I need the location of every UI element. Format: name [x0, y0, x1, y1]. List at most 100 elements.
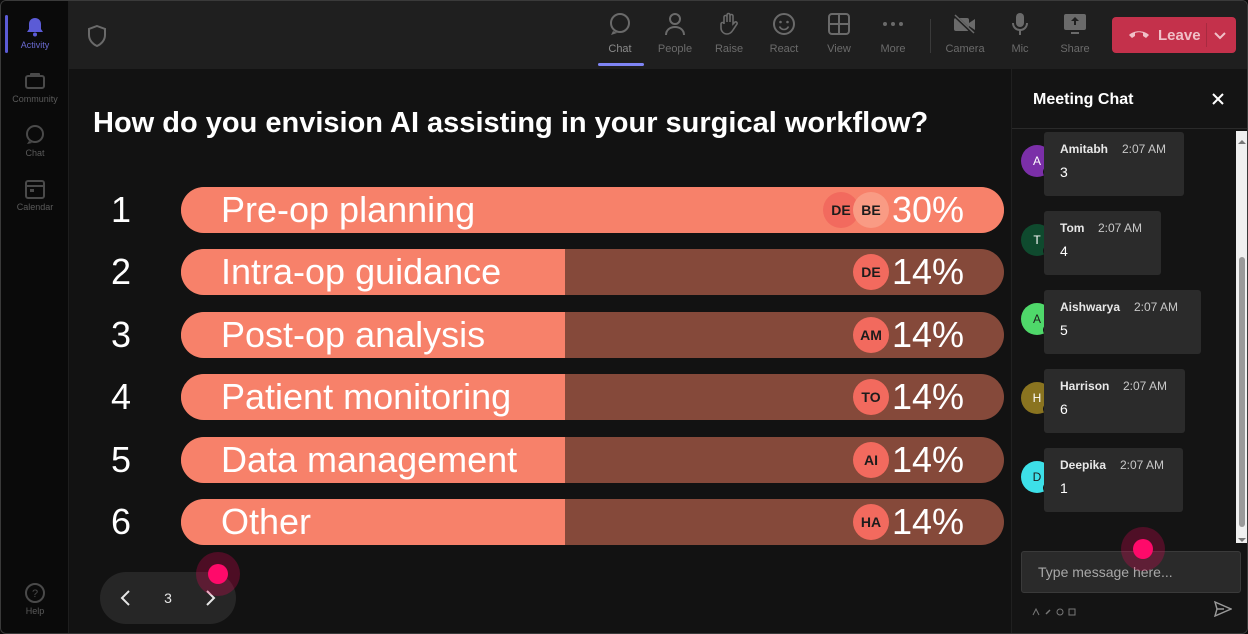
camera-off-icon	[952, 11, 978, 37]
rail-item-calendar[interactable]: Calendar	[1, 169, 69, 221]
avatar-initial: T	[1033, 233, 1041, 247]
scrollbar-thumb[interactable]	[1239, 257, 1245, 527]
poll-option-bar[interactable]: Intra-op guidance DE 14%	[181, 249, 1004, 295]
meeting-toolbar: Chat People Raise React View More Camera	[69, 1, 1247, 69]
poll-option-row: 2 Intra-op guidance DE 14%	[69, 249, 1011, 297]
poll-option-label: Patient monitoring	[221, 376, 512, 417]
poll-option-number: 3	[110, 314, 132, 355]
toolbar-mic-button[interactable]: Mic	[994, 11, 1046, 61]
rail-item-chat[interactable]: Chat	[1, 115, 69, 167]
toolbar-share-button[interactable]: Share	[1049, 11, 1101, 61]
voter-avatar: DE	[853, 254, 889, 290]
toolbar-view-label: View	[827, 43, 851, 55]
poll-option-percent: 14%	[891, 501, 964, 542]
poll-option-row: 4 Patient monitoring TO 14%	[69, 374, 1011, 422]
poll-stage: How do you envision AI assisting in your…	[69, 69, 1011, 633]
active-tab-indicator	[598, 63, 644, 66]
chat-message[interactable]: Harrison 2:07 AM 6	[1044, 369, 1185, 433]
poll-question: How do you envision AI assisting in your…	[93, 107, 929, 139]
leave-button[interactable]: Leave	[1112, 17, 1236, 53]
toolbar-more-label: More	[880, 43, 906, 55]
message-timestamp: 2:07 AM	[1122, 142, 1167, 156]
poll-bar-fill	[181, 374, 565, 420]
poll-option-bar[interactable]: Pre-op planning DE BE 30%	[181, 187, 1004, 233]
rail-item-label: Community	[12, 94, 58, 104]
toolbar-camera-button[interactable]: Camera	[939, 11, 991, 61]
format-toolbar	[1032, 603, 1076, 616]
voter-avatar: AI	[853, 442, 889, 478]
chat-icon	[607, 11, 633, 37]
poll-option-row: 5 Data management AI 14%	[69, 437, 1011, 485]
rail-item-label: Activity	[20, 40, 50, 50]
chat-message[interactable]: Tom 2:07 AM 4	[1044, 211, 1161, 275]
avatar-initial: D	[1032, 470, 1042, 484]
poll-option-label: Pre-op planning	[221, 189, 476, 230]
rail-item-community[interactable]: Community	[1, 61, 69, 113]
toolbar-more-button[interactable]: More	[867, 11, 919, 61]
chevron-right-icon[interactable]	[200, 588, 220, 608]
poll-option-number: 4	[110, 376, 132, 417]
poll-option-bar[interactable]: Data management AI 14%	[181, 437, 1004, 483]
toolbar-raise-button[interactable]: Raise	[703, 11, 755, 61]
chat-message[interactable]: Amitabh 2:07 AM 3	[1044, 132, 1184, 196]
calendar-icon	[24, 178, 46, 200]
chat-message[interactable]: Aishwarya 2:07 AM 5	[1044, 290, 1201, 354]
toolbar-camera-label: Camera	[945, 43, 985, 55]
meeting-chat-panel: Meeting Chat A Amitabh 2:07 AM 3 T Tom 2:07 AM…	[1011, 69, 1247, 633]
scroll-down-icon[interactable]	[1238, 531, 1246, 542]
message-sender: Amitabh	[1060, 142, 1108, 156]
click-indicator	[1121, 527, 1165, 571]
rail-item-help[interactable]: ? Help	[1, 573, 69, 625]
share-icon	[1062, 11, 1088, 37]
message-timestamp: 2:07 AM	[1098, 221, 1143, 235]
poll-option-number: 5	[110, 439, 132, 480]
chevron-down-icon[interactable]	[1212, 27, 1228, 43]
rail-item-activity[interactable]: Activity	[1, 7, 69, 59]
avatar-initial: H	[1032, 391, 1042, 405]
attach-icon[interactable]	[1044, 603, 1052, 615]
rail-item-label: Help	[25, 606, 45, 616]
toolbar-react-button[interactable]: React	[758, 11, 810, 61]
poll-option-label: Other	[221, 501, 312, 542]
poll-bar-fill	[181, 499, 565, 545]
gif-icon[interactable]	[1068, 603, 1076, 616]
poll-bar-fill	[181, 437, 565, 483]
message-sender: Tom	[1060, 221, 1085, 235]
chat-title: Meeting Chat	[1033, 91, 1134, 108]
message-text: 6	[1060, 401, 1068, 417]
poll-option-percent: 14%	[891, 314, 964, 355]
hand-icon	[716, 11, 742, 37]
emoji-icon[interactable]	[1056, 603, 1064, 616]
chat-scrollbar[interactable]	[1236, 131, 1247, 543]
format-icon[interactable]	[1032, 603, 1040, 616]
toolbar-chat-label: Chat	[608, 43, 632, 55]
poll-option-number: 2	[110, 251, 132, 292]
toolbar-view-button[interactable]: View	[813, 11, 865, 61]
people-icon	[662, 11, 688, 37]
scroll-up-icon[interactable]	[1238, 133, 1246, 144]
poll-option-label: Data management	[221, 439, 518, 480]
toolbar-chat-button[interactable]: Chat	[594, 11, 646, 61]
chevron-left-icon[interactable]	[116, 588, 136, 608]
toolbar-divider	[930, 19, 931, 53]
message-sender: Deepika	[1060, 458, 1107, 472]
message-input[interactable]	[1022, 552, 1240, 592]
close-icon[interactable]	[1210, 91, 1226, 107]
leave-divider	[1206, 23, 1207, 47]
poll-option-bar[interactable]: Post-op analysis AM 14%	[181, 312, 1004, 358]
avatar-initial: A	[1032, 154, 1041, 168]
chat-message[interactable]: Deepika 2:07 AM 1	[1044, 448, 1183, 512]
help-icon: ?	[24, 582, 46, 604]
poll-option-bar[interactable]: Other HA 14%	[181, 499, 1004, 545]
poll-option-percent: 14%	[891, 439, 964, 480]
chat-header: Meeting Chat	[1012, 69, 1247, 129]
more-icon	[880, 11, 906, 37]
poll-bar-fill	[181, 249, 565, 295]
toolbar-people-button[interactable]: People	[649, 11, 701, 61]
send-icon[interactable]	[1213, 600, 1233, 618]
shield-icon[interactable]	[87, 24, 107, 48]
toolbar-share-label: Share	[1060, 43, 1090, 55]
poll-option-percent: 14%	[891, 251, 964, 292]
click-indicator	[196, 552, 240, 596]
poll-option-bar[interactable]: Patient monitoring TO 14%	[181, 374, 1004, 420]
